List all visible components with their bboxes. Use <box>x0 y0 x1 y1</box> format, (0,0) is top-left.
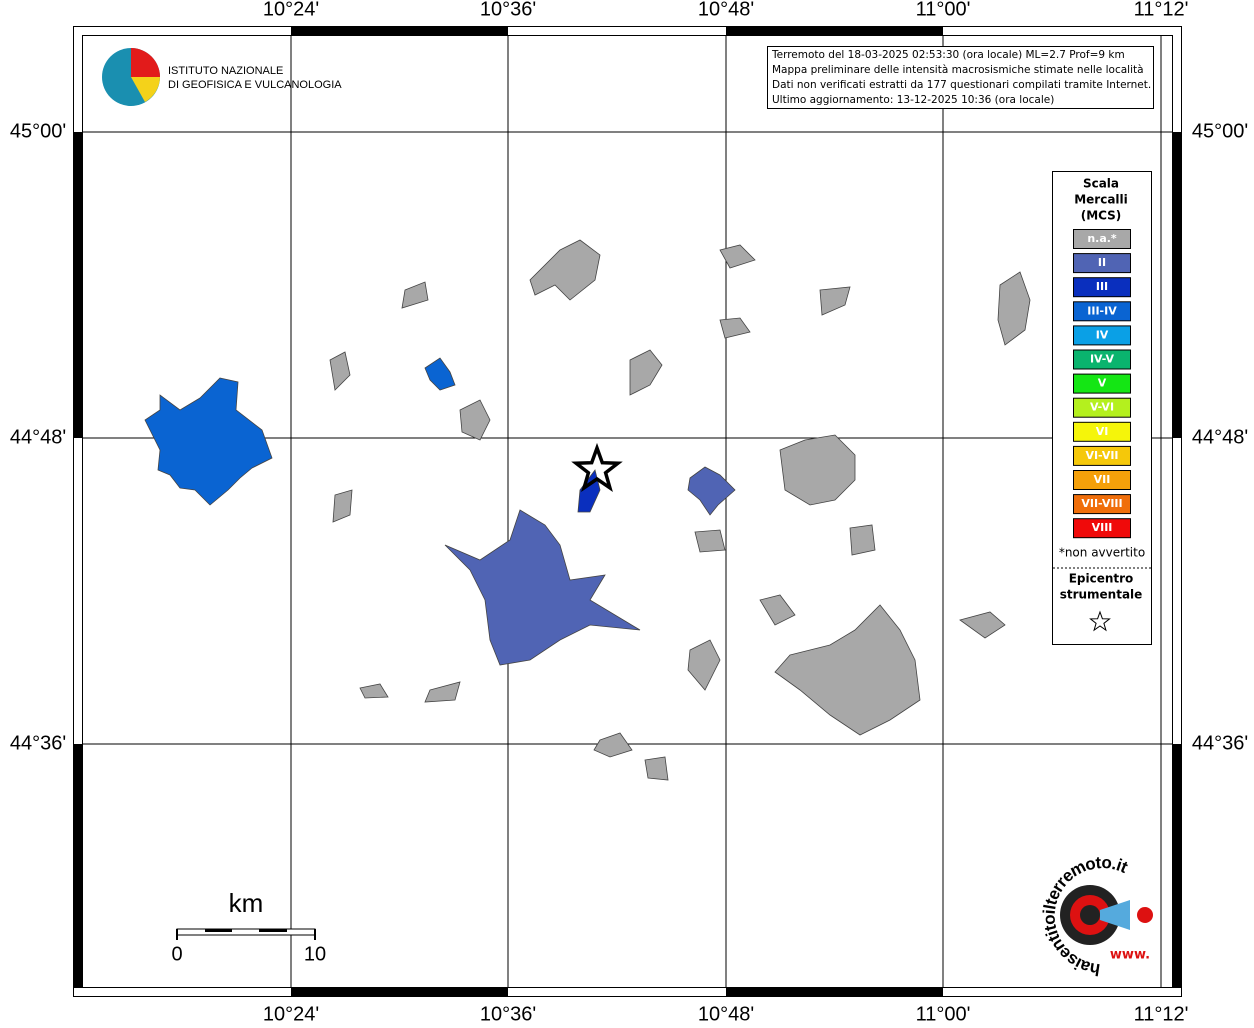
legend-swatch <box>1073 470 1131 490</box>
legend-note: *non avvertito <box>1059 546 1145 560</box>
info-line: Mappa preliminare delle intensità macros… <box>772 64 1144 76</box>
legend-title: Mercalli <box>1074 193 1128 207</box>
brand-logo <box>1060 885 1153 945</box>
legend-swatch <box>1073 421 1131 442</box>
legend-swatch <box>1073 349 1131 370</box>
logo-text: ISTITUTO NAZIONALE <box>168 65 283 77</box>
info-line: Ultimo aggiornamento: 13-12-2025 10:36 (… <box>772 94 1054 106</box>
lat-label: 45°00' <box>10 120 66 142</box>
municipalities <box>144 239 1031 781</box>
logo-segment <box>131 77 160 102</box>
brand-ring <box>1080 905 1100 925</box>
scale-bar <box>176 928 316 940</box>
info-line: Dati non verificati estratti da 177 ques… <box>772 79 1151 91</box>
legend-label: V <box>1098 377 1107 390</box>
legend-swatch <box>1073 373 1131 394</box>
graticule <box>82 35 1172 988</box>
legend-label: VII-VIII <box>1081 497 1122 510</box>
lat-label: 44°36' <box>10 732 66 754</box>
inner-frame <box>82 35 1173 988</box>
legend-label: VIII <box>1092 521 1113 534</box>
logo-text: DI GEOFISICA E VULCANOLOGIA <box>168 79 342 91</box>
epicenter-star <box>571 442 623 492</box>
legend-label: VII <box>1094 473 1111 486</box>
legend-swatch <box>1073 229 1131 249</box>
lon-label: 11°00' <box>916 1003 971 1024</box>
brand-dot <box>1137 907 1153 923</box>
info-box <box>767 46 1154 109</box>
lat-label: 44°36' <box>1192 732 1248 754</box>
legend-swatch <box>1073 445 1131 466</box>
frame-bars <box>73 26 1181 997</box>
lon-label: 10°24' <box>263 0 319 20</box>
lat-label: 44°48' <box>1192 426 1248 448</box>
lon-label: 10°48' <box>698 0 754 20</box>
legend-label: IV-V <box>1090 353 1115 366</box>
lon-label: 11°12' <box>1134 1003 1189 1024</box>
legend-label: VI-VII <box>1085 449 1118 462</box>
legend-label: V-VI <box>1090 401 1114 414</box>
legend-epicenter: Epicentro <box>1069 572 1134 586</box>
lon-label: 11°12' <box>1134 0 1189 20</box>
legend-label: III <box>1096 280 1108 293</box>
lon-label: 10°36' <box>480 0 536 20</box>
legend-swatch <box>1073 301 1131 322</box>
legend-swatch <box>1073 494 1131 515</box>
legend-label: IV <box>1096 328 1109 341</box>
legend-star <box>1089 610 1111 632</box>
legend-title: (MCS) <box>1081 209 1122 223</box>
lon-label: 10°48' <box>698 1003 754 1024</box>
legend-swatch <box>1073 518 1131 539</box>
outer-frame <box>73 26 1182 997</box>
legend-label: III-IV <box>1087 304 1117 317</box>
legend-swatch <box>1073 325 1131 346</box>
lat-label: 44°48' <box>10 426 66 448</box>
legend-swatch <box>1073 397 1131 418</box>
logo-segment <box>131 48 160 77</box>
lon-label: 10°36' <box>480 1003 536 1024</box>
scale-tick: 10 <box>304 943 326 965</box>
info-line: Terremoto del 18-03-2025 02:53:30 (ora l… <box>771 49 1125 61</box>
legend-label: II <box>1098 256 1106 269</box>
brand-www: www. <box>1110 948 1150 963</box>
legend-title: Scala <box>1083 177 1119 191</box>
ingv-logo: ISTITUTO NAZIONALE DI GEOFISICA E VULCAN… <box>102 48 342 106</box>
legend-label: n.a.* <box>1087 232 1117 245</box>
legend-epicenter: strumentale <box>1060 588 1143 602</box>
lat-label: 45°00' <box>1192 120 1248 142</box>
legend-swatch <box>1073 253 1131 274</box>
brand-horn <box>1100 900 1130 930</box>
legend-label: VI <box>1096 425 1109 438</box>
scale-unit: km <box>229 888 264 918</box>
scale-tick: 0 <box>171 943 182 965</box>
lon-label: 10°24' <box>263 1003 319 1024</box>
legend-swatch <box>1073 277 1131 298</box>
lon-label: 11°00' <box>916 0 971 20</box>
